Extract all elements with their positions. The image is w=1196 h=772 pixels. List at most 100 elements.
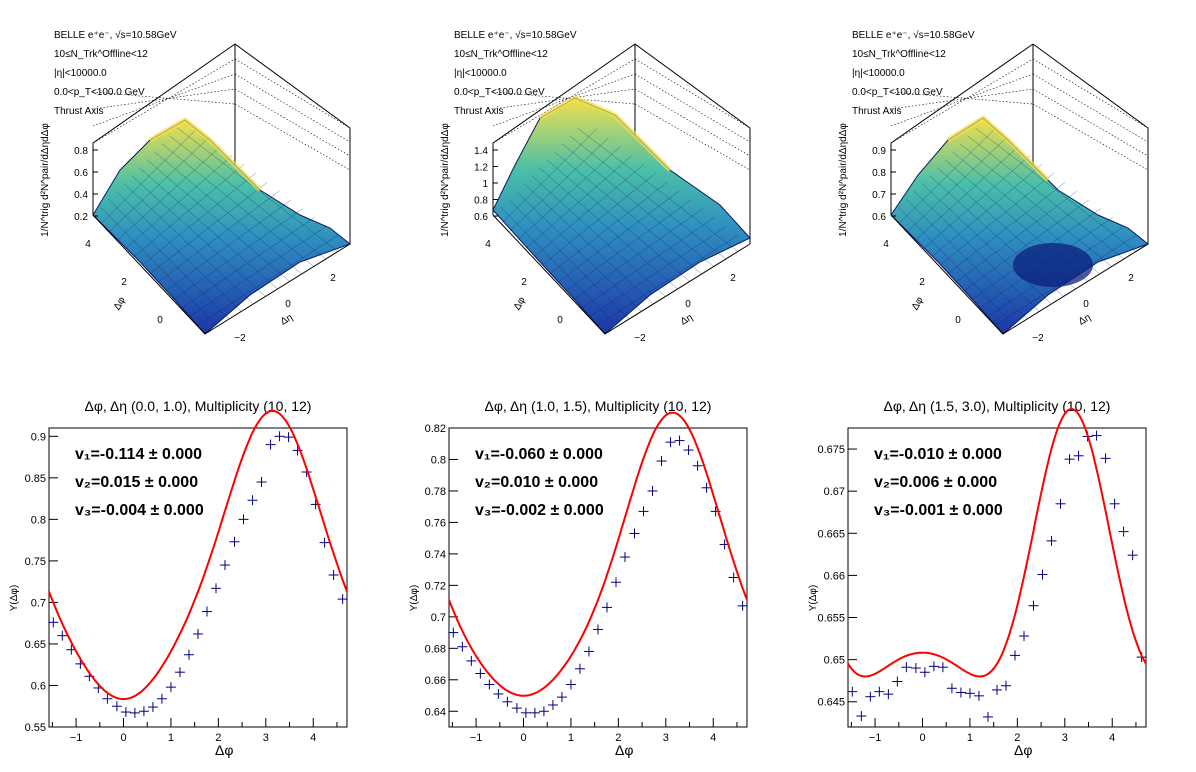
y-tick-label: 0.55 <box>25 722 46 734</box>
x-tick-label: −1 <box>70 732 83 744</box>
eta-axis-line <box>204 243 351 335</box>
x-tick-label: −1 <box>470 732 483 744</box>
data-point <box>165 682 176 693</box>
data-point <box>674 435 685 446</box>
surface-grid-line <box>234 88 351 157</box>
data-point <box>1055 498 1066 509</box>
surface-box-edge <box>492 43 636 144</box>
data-point <box>457 641 468 652</box>
data-point <box>120 707 131 718</box>
surface-ridge-highlight <box>946 114 1050 182</box>
plot-frame <box>448 427 748 728</box>
y-tick-label: 0.675 <box>817 444 845 456</box>
surface-mesh-line <box>100 206 218 327</box>
surface-mesh-line <box>577 127 739 252</box>
surface-grid-line <box>92 88 236 110</box>
plot-frame <box>48 427 348 728</box>
data-point <box>946 683 957 694</box>
data-point <box>274 431 285 442</box>
data-point <box>111 701 122 712</box>
x-tick-label: 3 <box>1062 732 1068 744</box>
surface-grid-line <box>634 88 751 157</box>
surface-mesh-line <box>138 167 278 290</box>
surface-grid-line <box>890 91 1034 105</box>
plot-frame <box>847 427 1147 728</box>
fit-parameter-v3: v₃=-0.001 ± 0.000 <box>874 502 1003 519</box>
phi-tick-label: 0 <box>557 315 563 326</box>
y-tick-label: 0.78 <box>425 486 446 498</box>
fit-curve <box>48 409 348 701</box>
data-point <box>328 570 339 581</box>
data-point <box>484 679 495 690</box>
eta-tick-label: 2 <box>1128 273 1134 284</box>
z-tick-label: 0.8 <box>74 146 88 157</box>
data-point <box>57 630 68 641</box>
z-tick-label: 0.7 <box>872 190 886 201</box>
surface-grid-line <box>234 103 351 171</box>
phi-tick-label: 2 <box>919 277 925 288</box>
data-point <box>475 668 486 679</box>
fit-panel-2: Δφ, Δη (1.0, 1.5), Multiplicity (10, 12)… <box>409 398 748 758</box>
data-point <box>1000 680 1011 691</box>
data-point <box>529 707 540 718</box>
data-point <box>256 476 267 487</box>
surface-grid-line <box>492 88 636 110</box>
surface-mesh-line <box>169 135 326 260</box>
surface-ridge-highlight <box>148 116 262 192</box>
data-point <box>610 577 621 588</box>
surface-mesh-line <box>554 151 702 275</box>
surface-grid-line <box>92 73 236 127</box>
y-tick-label: 0.645 <box>817 697 845 709</box>
fit-parameter-v1: v₁=-0.060 ± 0.000 <box>475 446 603 463</box>
y-tick-label: 0.665 <box>817 528 845 540</box>
surface-box-edge <box>634 43 751 129</box>
x-axis-label: Δφ <box>1014 742 1032 758</box>
surface-grid-line <box>492 73 636 127</box>
data-point <box>48 617 59 628</box>
surface-box-edge <box>1032 43 1149 129</box>
x-tick-label: −1 <box>869 732 882 744</box>
surface-mesh-line <box>546 159 690 282</box>
data-point <box>192 628 203 639</box>
data-point <box>982 711 993 722</box>
surface-info-line: Thrust Axis <box>852 106 901 117</box>
x-axis-label: Δφ <box>215 742 233 758</box>
surface-grid-line <box>1032 103 1149 171</box>
x-tick-label: 0 <box>919 732 925 744</box>
surface-mesh-line <box>538 167 678 290</box>
data-point <box>910 663 921 674</box>
surface-info-line: BELLE e⁺e⁻, √s=10.58GeV <box>852 29 975 41</box>
data-point <box>1118 526 1129 537</box>
y-tick-label: 0.67 <box>824 486 845 498</box>
surface-info-line: 10≤N_Trk^Offline<12 <box>54 49 148 60</box>
surface-grid-line <box>890 58 1034 144</box>
data-point <box>665 437 676 448</box>
phi-axis-label: Δφ <box>112 295 128 312</box>
phi-axis-label: Δφ <box>512 295 528 312</box>
surface-mesh-line <box>515 191 642 312</box>
surface-grid-line <box>492 91 636 105</box>
eta-axis-label: Δη <box>1077 312 1093 328</box>
panel-title: Δφ, Δη (0.0, 1.0), Multiplicity (10, 12) <box>85 398 312 414</box>
z-tick-label: 0.6 <box>872 212 886 223</box>
phi-tick-label: 4 <box>485 239 491 250</box>
eta-axis-label: Δη <box>679 312 695 328</box>
eta-axis-line <box>1002 243 1149 335</box>
data-point <box>574 663 585 674</box>
data-point <box>502 696 513 707</box>
phi-tick-label: 0 <box>955 315 961 326</box>
y-tick-label: 0.66 <box>824 570 845 582</box>
surface-mesh-line <box>959 143 1112 267</box>
data-point <box>174 667 185 678</box>
data-point <box>511 703 522 714</box>
data-point <box>337 594 348 605</box>
data-point <box>583 646 594 657</box>
phi-axis-line <box>492 214 606 335</box>
data-point <box>973 690 984 701</box>
eta-tick-label: −2 <box>234 333 246 344</box>
surface-grid-line <box>634 103 751 171</box>
z-axis-label: 1/N^trig d²N^pair/dΔηdΔφ <box>40 123 51 237</box>
fit-curve <box>847 407 1147 678</box>
surface-info-line: 10≤N_Trk^Offline<12 <box>454 49 548 60</box>
phi-tick-label: 2 <box>121 277 127 288</box>
